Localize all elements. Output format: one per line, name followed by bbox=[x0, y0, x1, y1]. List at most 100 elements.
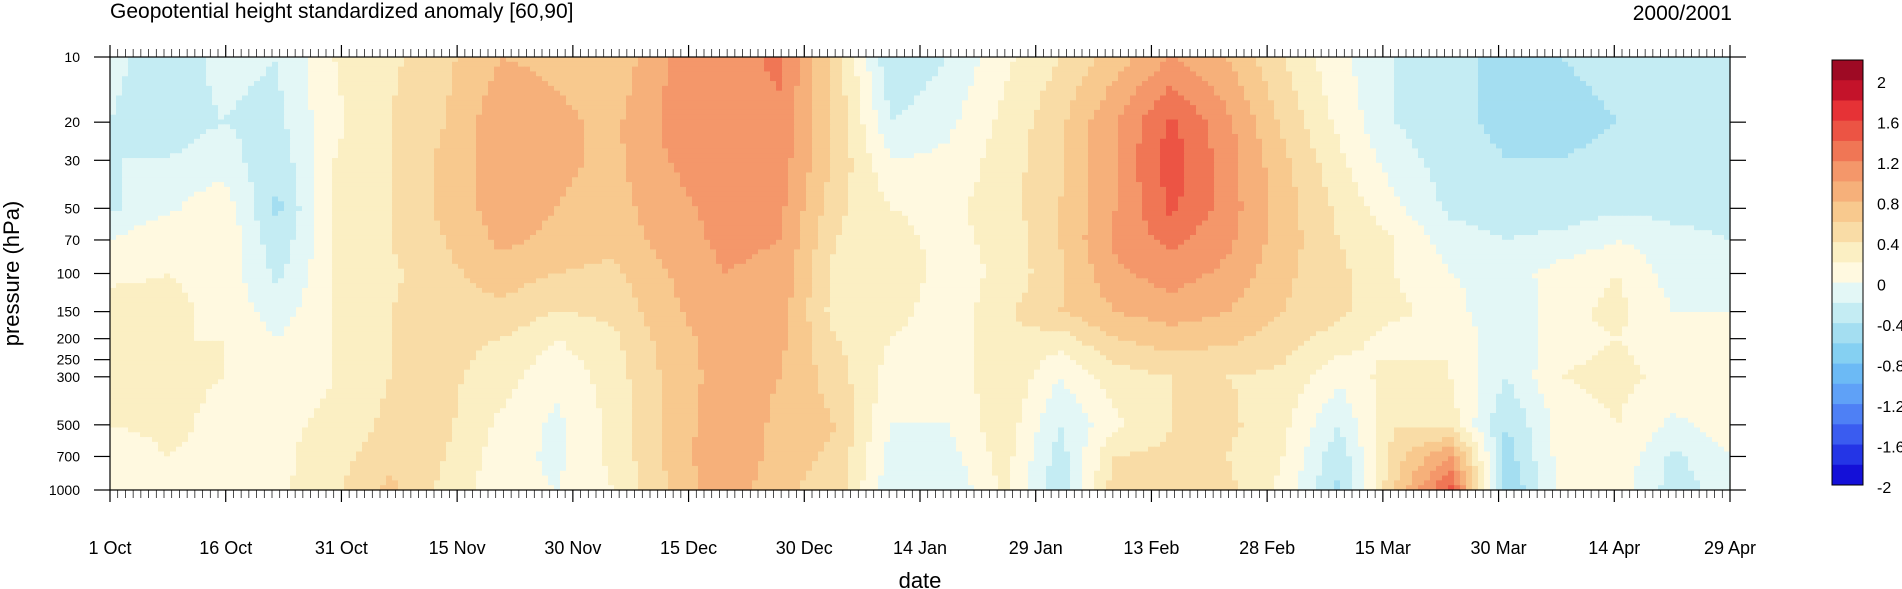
contour-cell bbox=[1094, 138, 1101, 145]
contour-cell bbox=[1322, 95, 1329, 101]
contour-cell bbox=[782, 95, 789, 101]
contour-cell bbox=[1094, 133, 1101, 140]
contour-cell bbox=[1400, 66, 1407, 73]
contour-cell bbox=[1166, 129, 1173, 135]
contour-cell bbox=[1328, 71, 1335, 77]
contour-cell bbox=[764, 114, 771, 121]
contour-cell bbox=[1370, 76, 1377, 82]
contour-cell bbox=[260, 95, 267, 101]
contour-cell bbox=[1046, 90, 1053, 97]
contour-cell bbox=[572, 114, 579, 121]
contour-cell bbox=[488, 133, 495, 140]
contour-cell bbox=[1202, 138, 1209, 145]
contour-cell bbox=[806, 119, 813, 125]
contour-cell bbox=[1148, 109, 1155, 116]
contour-cell bbox=[740, 95, 747, 101]
contour-cell bbox=[1640, 90, 1647, 97]
contour-cell bbox=[1598, 81, 1605, 87]
contour-cell bbox=[1064, 81, 1071, 87]
contour-cell bbox=[1382, 76, 1389, 82]
contour-cell bbox=[728, 109, 735, 116]
contour-cell bbox=[176, 76, 183, 82]
contour-cell bbox=[830, 114, 837, 121]
contour-cell bbox=[494, 61, 501, 68]
contour-cell bbox=[782, 71, 789, 77]
contour-cell bbox=[1502, 66, 1509, 73]
contour-cell bbox=[224, 85, 231, 92]
contour-cell bbox=[1334, 138, 1341, 145]
contour-cell bbox=[1106, 114, 1113, 121]
contour-cell bbox=[788, 133, 795, 140]
contour-cell bbox=[1202, 61, 1209, 68]
contour-cell bbox=[1100, 61, 1107, 68]
contour-cell bbox=[1454, 95, 1461, 101]
contour-cell bbox=[1148, 129, 1155, 135]
contour-cell bbox=[1370, 71, 1377, 77]
contour-cell bbox=[782, 76, 789, 82]
contour-cell bbox=[194, 100, 201, 106]
contour-cell bbox=[434, 81, 441, 87]
contour-cell bbox=[1094, 57, 1101, 63]
contour-cell bbox=[578, 143, 585, 150]
contour-cell bbox=[194, 95, 201, 101]
contour-cell bbox=[1634, 114, 1641, 121]
contour-cell bbox=[1166, 100, 1173, 106]
contour-cell bbox=[182, 133, 189, 140]
contour-cell bbox=[1256, 57, 1263, 63]
contour-cell bbox=[1256, 138, 1263, 145]
contour-cell bbox=[578, 85, 585, 92]
contour-cell bbox=[1130, 57, 1137, 63]
contour-cell bbox=[932, 85, 939, 92]
contour-cell bbox=[326, 71, 333, 77]
contour-cell bbox=[1280, 57, 1287, 63]
contour-cell bbox=[332, 129, 339, 135]
contour-cell bbox=[1220, 129, 1227, 135]
contour-cell bbox=[1226, 129, 1233, 135]
contour-cell bbox=[692, 105, 699, 111]
contour-cell bbox=[110, 85, 117, 92]
contour-cell bbox=[1622, 105, 1629, 111]
contour-cell bbox=[896, 81, 903, 87]
contour-cell bbox=[302, 100, 309, 106]
contour-cell bbox=[1124, 129, 1131, 135]
contour-cell bbox=[482, 133, 489, 140]
contour-cell bbox=[188, 61, 195, 68]
contour-cell bbox=[1346, 109, 1353, 116]
contour-cell bbox=[716, 114, 723, 121]
contour-cell bbox=[1544, 66, 1551, 73]
contour-cell bbox=[896, 138, 903, 145]
contour-cell bbox=[824, 85, 831, 92]
contour-cell bbox=[980, 114, 987, 121]
contour-cell bbox=[1400, 109, 1407, 116]
contour-cell bbox=[1028, 81, 1035, 87]
contour-cell bbox=[182, 129, 189, 135]
contour-cell bbox=[1586, 133, 1593, 140]
contour-cell bbox=[842, 114, 849, 121]
contour-cell bbox=[1190, 124, 1197, 130]
contour-cell bbox=[584, 85, 591, 92]
contour-cell bbox=[1490, 57, 1497, 63]
contour-cell bbox=[1526, 100, 1533, 106]
contour-cell bbox=[1130, 71, 1137, 77]
contour-cell bbox=[884, 114, 891, 121]
contour-cell bbox=[1220, 71, 1227, 77]
contour-cell bbox=[710, 57, 717, 63]
contour-cell bbox=[1598, 119, 1605, 125]
contour-cell bbox=[1328, 66, 1335, 73]
contour-cell bbox=[1466, 90, 1473, 97]
contour-cell bbox=[1064, 76, 1071, 82]
contour-cell bbox=[1598, 133, 1605, 140]
contour-cell bbox=[836, 100, 843, 106]
contour-cell bbox=[1436, 114, 1443, 121]
contour-cell bbox=[1478, 76, 1485, 82]
contour-cell bbox=[308, 105, 315, 111]
contour-cell bbox=[1472, 114, 1479, 121]
contour-cell bbox=[302, 61, 309, 68]
contour-cell bbox=[542, 81, 549, 87]
contour-cell bbox=[1082, 100, 1089, 106]
contour-cell bbox=[344, 114, 351, 121]
contour-cell bbox=[1130, 100, 1137, 106]
contour-cell bbox=[1532, 71, 1539, 77]
contour-cell bbox=[1616, 57, 1623, 63]
